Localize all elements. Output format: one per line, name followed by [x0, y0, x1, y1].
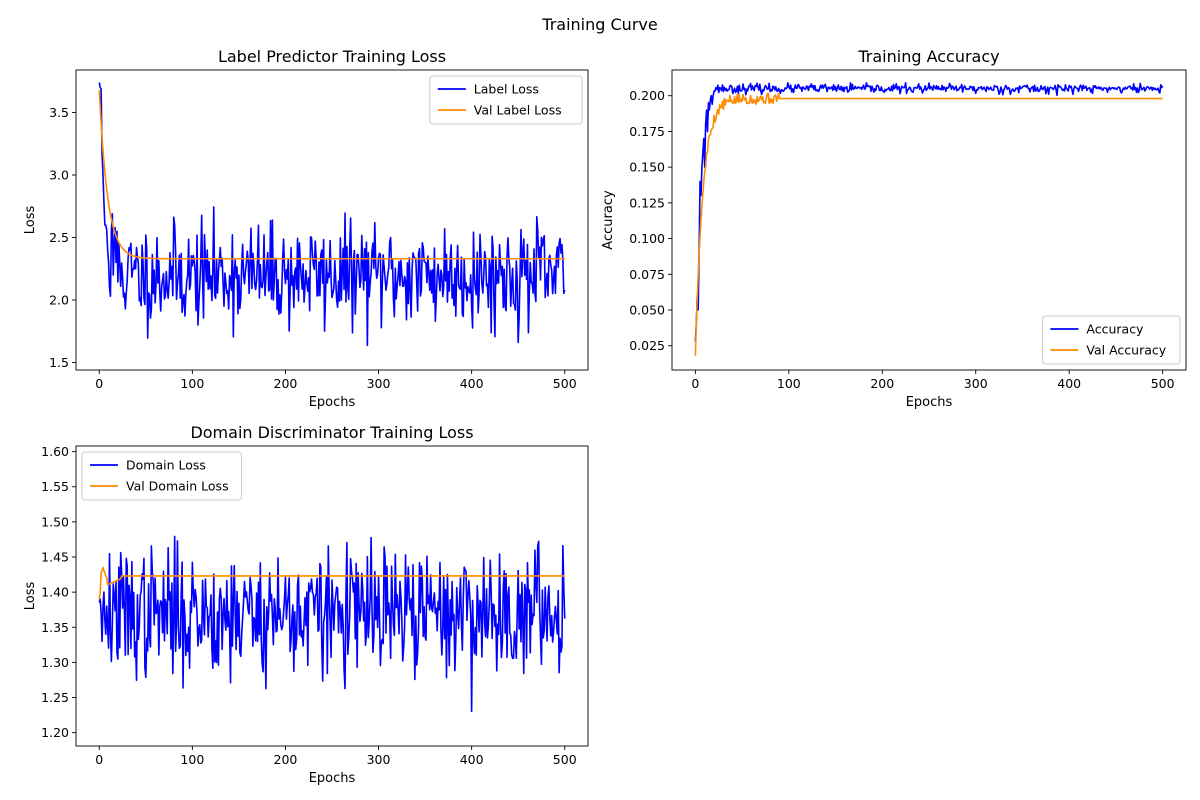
x-tick-label: 400: [1057, 376, 1081, 391]
y-tick-label: 1.25: [41, 690, 69, 705]
x-tick-label: 400: [460, 752, 484, 767]
series-line-val-label-loss: [98, 89, 565, 260]
y-tick-label: 0.100: [629, 231, 665, 246]
y-tick-label: 1.5: [49, 355, 69, 370]
axes-frame: [671, 69, 1187, 371]
legend-box: [429, 75, 583, 125]
x-tick-label: 200: [870, 376, 894, 391]
axes-frame: [75, 445, 589, 747]
x-tick-label: 0: [95, 752, 103, 767]
legend: Domain Loss Val Domain Loss: [81, 451, 242, 501]
legend: Accuracy Val Accuracy: [1041, 315, 1181, 365]
chart-title: Label Predictor Training Loss: [218, 47, 446, 66]
series-group: [694, 82, 1164, 356]
chart-domain_loss: Domain Discriminator Training Loss 0 100 20…: [23, 423, 589, 786]
x-tick-label: 0: [691, 376, 699, 391]
series-line-val-accuracy: [694, 92, 1163, 356]
y-tick-label: 1.40: [41, 585, 69, 600]
figure-title: Training Curve: [541, 15, 657, 34]
axes-frame: [75, 69, 589, 371]
x-axis-label: Epochs: [309, 395, 356, 410]
y-tick-label: 3.5: [49, 105, 69, 120]
legend-label: Domain Loss: [126, 458, 206, 473]
y-tick-label: 1.55: [41, 479, 69, 494]
series-line-val-domain-loss: [98, 566, 565, 600]
series-group: [98, 535, 566, 713]
y-tick-label: 2.5: [49, 230, 69, 245]
y-axis-label: Loss: [23, 582, 38, 611]
y-tick-label: 1.20: [41, 725, 69, 740]
y-tick-label: 0.150: [629, 160, 665, 175]
legend-label: Val Domain Loss: [126, 479, 229, 494]
x-tick-label: 500: [553, 376, 577, 391]
x-tick-label: 200: [274, 376, 298, 391]
y-tick-label: 0.125: [629, 195, 665, 210]
x-tick-label: 100: [180, 752, 204, 767]
y-tick-label: 1.45: [41, 550, 69, 565]
chart-title: Domain Discriminator Training Loss: [190, 423, 473, 442]
chart-accuracy: Training Accuracy 0 100 200 300 400 500 0.025 0.…: [601, 47, 1187, 410]
y-tick-label: 3.0: [49, 168, 69, 183]
y-tick-label: 1.60: [41, 444, 69, 459]
y-tick-label: 2.0: [49, 293, 69, 308]
legend: Label Loss Val Label Loss: [429, 75, 583, 125]
x-tick-label: 0: [95, 376, 103, 391]
y-tick-label: 0.075: [629, 267, 665, 282]
x-tick-label: 100: [180, 376, 204, 391]
chart-label_loss: Label Predictor Training Loss 0 100 200 300 4…: [23, 47, 589, 410]
x-tick-label: 300: [964, 376, 988, 391]
series-line-label-loss: [98, 82, 566, 347]
x-axis-label: Epochs: [309, 771, 356, 786]
series-group: [98, 82, 566, 347]
y-tick-label: 0.025: [629, 338, 665, 353]
x-tick-label: 300: [367, 376, 391, 391]
legend-label: Accuracy: [1086, 322, 1144, 337]
series-line-accuracy: [694, 82, 1164, 342]
y-tick-label: 1.35: [41, 620, 69, 635]
x-tick-label: 100: [777, 376, 801, 391]
y-axis-label: Accuracy: [601, 190, 616, 250]
legend-box: [81, 451, 242, 501]
y-tick-label: 1.30: [41, 655, 69, 670]
x-tick-label: 500: [1151, 376, 1175, 391]
legend-label: Label Loss: [474, 82, 539, 97]
legend-label: Val Accuracy: [1086, 343, 1166, 358]
chart-title: Training Accuracy: [857, 47, 999, 66]
y-tick-label: 0.200: [629, 88, 665, 103]
legend-box: [1041, 315, 1181, 365]
x-axis-label: Epochs: [906, 395, 953, 410]
legend-label: Val Label Loss: [474, 103, 562, 118]
y-tick-label: 1.50: [41, 514, 69, 529]
y-axis-label: Loss: [23, 206, 38, 235]
x-tick-label: 300: [367, 752, 391, 767]
x-tick-label: 400: [460, 376, 484, 391]
charts-container: Label Predictor Training Loss 0 100 200 300 4…: [23, 47, 1187, 786]
x-tick-label: 500: [553, 752, 577, 767]
x-tick-label: 200: [274, 752, 298, 767]
y-tick-label: 0.175: [629, 124, 665, 139]
series-line-domain-loss: [98, 535, 566, 713]
y-tick-label: 0.050: [629, 303, 665, 318]
